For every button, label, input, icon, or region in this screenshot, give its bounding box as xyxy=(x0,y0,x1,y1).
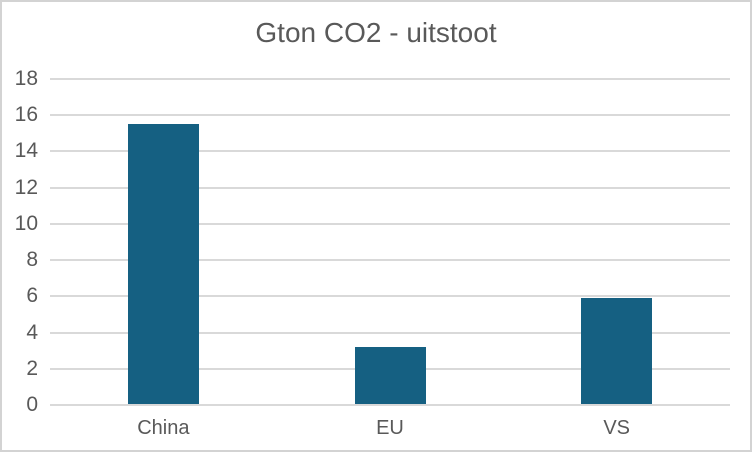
y-axis-tick-label: 14 xyxy=(14,139,38,163)
bar-china[interactable] xyxy=(127,124,199,404)
gridline xyxy=(50,150,730,153)
y-axis-tick-label: 10 xyxy=(14,211,38,235)
y-axis-tick-label: 4 xyxy=(26,320,38,344)
y-axis-tick-label: 12 xyxy=(14,175,38,199)
gridline xyxy=(50,78,730,80)
chart-title: Gton CO2 - uitstoot xyxy=(255,17,497,48)
y-axis-tick-label: 18 xyxy=(14,67,38,90)
gridline xyxy=(50,331,730,334)
gridline xyxy=(50,259,730,262)
gridline xyxy=(50,186,730,189)
y-axis-tick-label: 16 xyxy=(14,103,38,127)
x-axis-category-label: VS xyxy=(603,417,630,439)
y-axis-tick-label: 8 xyxy=(26,248,38,272)
y-axis-tick-label: 2 xyxy=(26,356,38,380)
y-axis-tick-label: 0 xyxy=(26,393,38,416)
y-axis-tick-label: 6 xyxy=(26,284,38,308)
bar-eu[interactable] xyxy=(354,347,426,404)
gridline xyxy=(50,222,730,225)
bar-vs[interactable] xyxy=(581,298,653,404)
gridline xyxy=(50,114,730,117)
x-axis-category-label: EU xyxy=(376,417,404,439)
x-axis-line xyxy=(50,404,730,406)
x-axis-category-label: China xyxy=(137,417,190,439)
gridline xyxy=(50,295,730,298)
